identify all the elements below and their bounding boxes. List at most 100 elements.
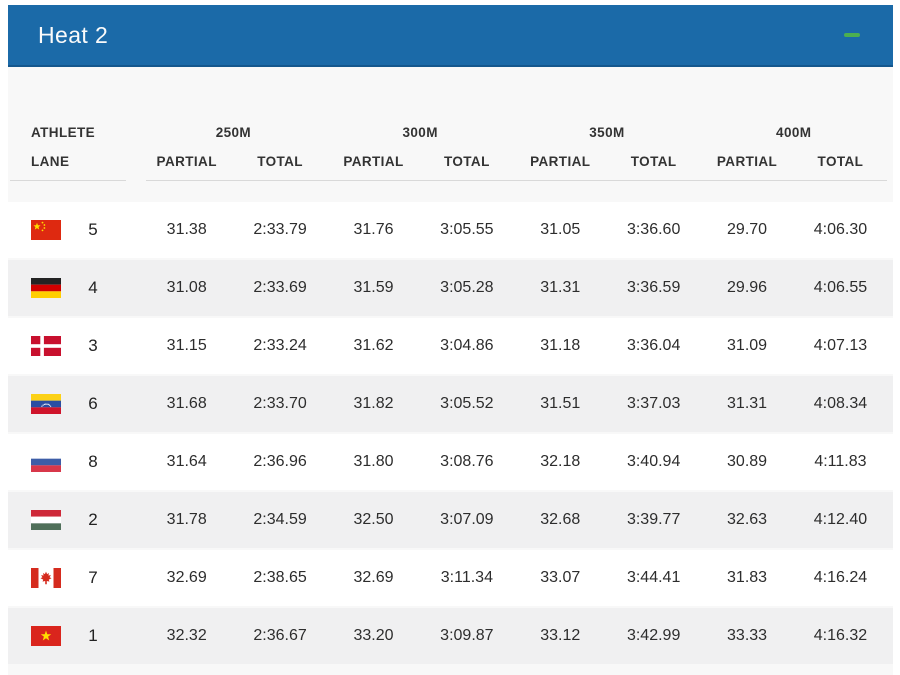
- split-time: 3:11.34: [440, 569, 493, 586]
- split-time: 4:08.34: [813, 395, 868, 412]
- split-time: 4:06.55: [813, 279, 868, 296]
- flag-cell: [31, 568, 61, 588]
- partial-column-label: PARTIAL: [716, 154, 778, 169]
- split-time: 4:16.32: [813, 627, 868, 644]
- split-time: 3:37.03: [626, 395, 681, 412]
- flag-hun-icon: [31, 510, 61, 530]
- split-time: 32.63: [727, 511, 768, 528]
- lane-column-label: LANE: [31, 154, 70, 169]
- split-time: 31.31: [540, 279, 581, 296]
- split-time: 31.78: [166, 511, 207, 528]
- split-time: 33.12: [540, 627, 581, 644]
- split-time: 31.08: [166, 279, 207, 296]
- split-time: 3:09.87: [440, 627, 494, 644]
- total-column-label: TOTAL: [443, 154, 490, 169]
- split-time: 31.51: [540, 395, 581, 412]
- split-time: 32.69: [166, 569, 207, 586]
- split-time: 29.70: [727, 221, 768, 238]
- heat-panel-header: Heat 2: [8, 5, 893, 67]
- split-time: 31.09: [727, 337, 768, 354]
- split-time: 4:06.30: [813, 221, 868, 238]
- split-time: 3:05.52: [440, 395, 494, 412]
- flag-cell: [31, 336, 61, 356]
- lane-number: 8: [88, 452, 98, 471]
- split-time: 31.15: [166, 337, 207, 354]
- split-time: 4:12.40: [813, 511, 868, 528]
- table-row[interactable]: 3 31.15 2:33.24 31.62 3:04.86 31.18 3:36.04 31…: [8, 318, 893, 374]
- partial-column-label: PARTIAL: [156, 154, 217, 169]
- flag-rus-icon: [31, 452, 61, 472]
- partial-column-label: PARTIAL: [343, 154, 404, 169]
- flag-can-icon: [31, 568, 61, 588]
- split-time: 29.96: [727, 279, 768, 296]
- divider-left-segment: [10, 180, 126, 181]
- split-time: 3:39.77: [626, 511, 681, 528]
- heat-results-panel: Heat 2 ATHLETE LANE 250M PARTIAL TOTAL 300M…: [8, 5, 893, 675]
- flag-cell: [31, 394, 61, 414]
- split-time: 4:07.13: [813, 337, 868, 354]
- table-row[interactable]: 1 32.32 2:36.67 33.20 3:09.87 33.12 3:42.99 33…: [8, 608, 893, 664]
- split-time: 3:36.04: [626, 337, 681, 354]
- split-time: 2:33.70: [253, 395, 307, 412]
- table-row[interactable]: 2 31.78 2:34.59 32.50 3:07.09 32.68 3:39.77 32…: [8, 492, 893, 548]
- split-time: 3:08.76: [440, 453, 494, 470]
- split-time: 2:38.65: [253, 569, 307, 586]
- lane-number: 3: [88, 336, 98, 355]
- split-time: 31.18: [540, 337, 581, 354]
- flag-cell: [31, 510, 61, 530]
- distance-group-label: 250M: [215, 125, 252, 140]
- partial-column-label: PARTIAL: [530, 154, 591, 169]
- table-row[interactable]: 8 31.64 2:36.96 31.80 3:08.76 32.18 3:40.94 30…: [8, 434, 893, 490]
- athlete-column-label: ATHLETE: [31, 125, 96, 140]
- split-time: 3:40.94: [626, 453, 681, 470]
- split-time: 32.18: [540, 453, 581, 470]
- collapse-button[interactable]: [839, 24, 865, 46]
- split-time: 3:07.09: [440, 511, 494, 528]
- lane-number: 7: [88, 568, 98, 587]
- split-time: 33.07: [540, 569, 581, 586]
- split-time: 33.20: [353, 627, 394, 644]
- splits-table: ATHLETE LANE 250M PARTIAL TOTAL 300M PARTIAL…: [8, 67, 893, 664]
- split-time: 2:34.59: [253, 511, 307, 528]
- split-time: 2:33.24: [253, 337, 307, 354]
- split-time: 31.31: [727, 395, 768, 412]
- table-body: 5 31.38 2:33.79 31.76 3:05.55 31.05 3:36.60 29…: [8, 202, 893, 664]
- distance-group-label: 300M: [402, 125, 438, 140]
- header-divider: [8, 180, 893, 181]
- flag-cell: [31, 452, 61, 472]
- split-time: 3:44.41: [626, 569, 681, 586]
- split-time: 2:36.96: [253, 453, 307, 470]
- table-row[interactable]: 5 31.38 2:33.79 31.76 3:05.55 31.05 3:36.60 29…: [8, 202, 893, 258]
- lane-number: 6: [88, 394, 98, 413]
- flag-cell: [31, 220, 61, 240]
- table-row[interactable]: 7 32.69 2:38.65 32.69 3:11.34 33.07 3:44.41 31…: [8, 550, 893, 606]
- lane-number: 1: [88, 626, 98, 645]
- total-column-label: TOTAL: [257, 154, 303, 169]
- split-time: 33.33: [727, 627, 768, 644]
- table-row[interactable]: 6 31.68 2:33.70 31.82 3:05.52 31.51 3:37.03 31…: [8, 376, 893, 432]
- flag-cell: [31, 278, 61, 298]
- table-header: ATHLETE LANE 250M PARTIAL TOTAL 300M PARTIAL…: [8, 67, 893, 176]
- table-row[interactable]: 4 31.08 2:33.69 31.59 3:05.28 31.31 3:36.59 29…: [8, 260, 893, 316]
- split-time: 3:36.60: [626, 221, 681, 238]
- split-time: 3:04.86: [440, 337, 494, 354]
- lane-number: 2: [88, 510, 98, 529]
- split-time: 32.32: [166, 627, 207, 644]
- split-time: 31.05: [540, 221, 581, 238]
- flag-ger-icon: [31, 278, 61, 298]
- panel-title: Heat 2: [38, 21, 109, 48]
- split-time: 31.68: [166, 395, 207, 412]
- split-time: 2:33.69: [253, 279, 307, 296]
- total-column-label: TOTAL: [630, 154, 677, 169]
- flag-chn-icon: [31, 220, 61, 240]
- split-time: 31.59: [353, 279, 394, 296]
- split-time: 32.50: [353, 511, 394, 528]
- lane-number: 4: [88, 278, 98, 297]
- split-time: 2:36.67: [253, 627, 307, 644]
- flag-cell: [31, 626, 61, 646]
- split-time: 31.62: [353, 337, 394, 354]
- split-time: 31.38: [166, 221, 207, 238]
- split-time: 32.69: [353, 569, 394, 586]
- minus-icon: [844, 33, 860, 37]
- split-time: 4:11.83: [814, 453, 867, 470]
